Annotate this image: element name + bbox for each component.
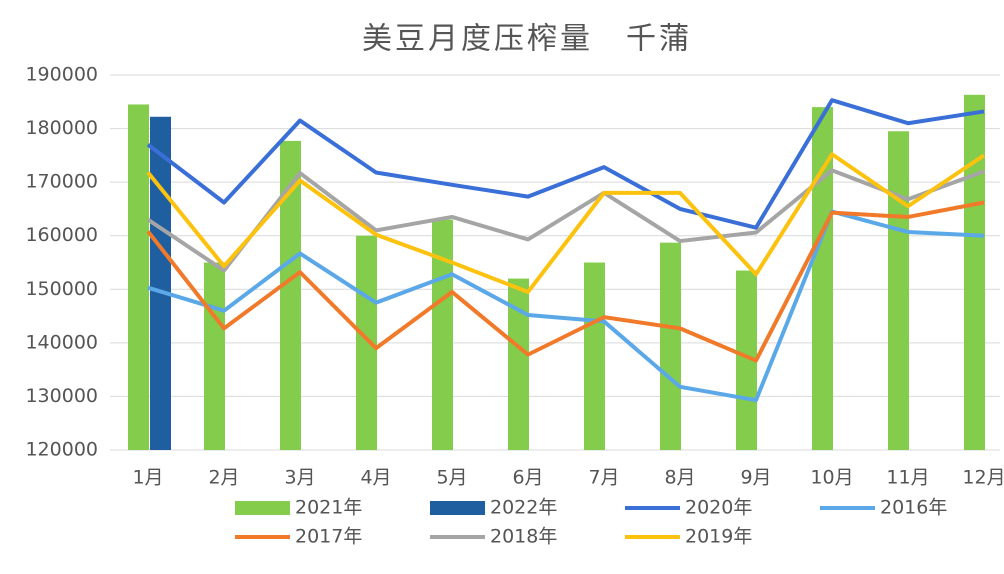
line bbox=[146, 98, 985, 230]
x-tick-label: 8月 bbox=[664, 467, 695, 489]
bar bbox=[660, 242, 681, 450]
x-tick-label: 6月 bbox=[512, 467, 543, 489]
y-tick-label: 120000 bbox=[25, 439, 98, 461]
x-tick-label: 1月 bbox=[132, 467, 163, 489]
y-tick-label: 160000 bbox=[25, 224, 98, 246]
bar bbox=[128, 104, 149, 450]
bar bbox=[204, 262, 225, 450]
legend-label: 2018年 bbox=[490, 526, 557, 548]
line bbox=[146, 200, 985, 363]
bar bbox=[280, 140, 301, 450]
x-tick-label: 4月 bbox=[360, 467, 391, 489]
legend-label: 2020年 bbox=[685, 497, 752, 519]
y-tick-label: 180000 bbox=[25, 117, 98, 139]
line bbox=[146, 152, 986, 294]
line bbox=[146, 168, 985, 273]
legend-label: 2021年 bbox=[295, 497, 362, 519]
y-tick-label: 170000 bbox=[25, 171, 98, 193]
bar bbox=[888, 131, 909, 450]
legend-label: 2017年 bbox=[295, 526, 362, 548]
x-tick-label: 5月 bbox=[436, 467, 467, 489]
legend-label: 2019年 bbox=[685, 526, 752, 548]
y-tick-label: 130000 bbox=[25, 385, 98, 407]
x-tick-label: 7月 bbox=[588, 467, 619, 489]
x-tick-label: 9月 bbox=[740, 467, 771, 489]
x-tick-label: 12月 bbox=[962, 467, 1004, 489]
x-tick-label: 11月 bbox=[886, 467, 929, 489]
bar bbox=[508, 278, 529, 450]
chart-title: 美豆月度压榨量 千蒲 bbox=[362, 22, 692, 57]
y-tick-label: 190000 bbox=[25, 64, 98, 86]
x-tick-label: 3月 bbox=[284, 467, 315, 489]
legend-label: 2016年 bbox=[880, 497, 947, 519]
bar bbox=[812, 107, 833, 451]
bar bbox=[584, 262, 605, 450]
bar bbox=[356, 235, 377, 450]
legend-swatch bbox=[430, 501, 485, 515]
legend-swatch bbox=[235, 501, 290, 515]
bar bbox=[736, 270, 757, 450]
y-tick-label: 150000 bbox=[25, 278, 98, 300]
x-tick-label: 2月 bbox=[208, 467, 239, 489]
y-tick-label: 140000 bbox=[25, 331, 98, 353]
bar bbox=[964, 94, 985, 451]
x-tick-label: 10月 bbox=[810, 467, 853, 489]
legend-label: 2022年 bbox=[490, 497, 557, 519]
bar bbox=[150, 116, 171, 451]
